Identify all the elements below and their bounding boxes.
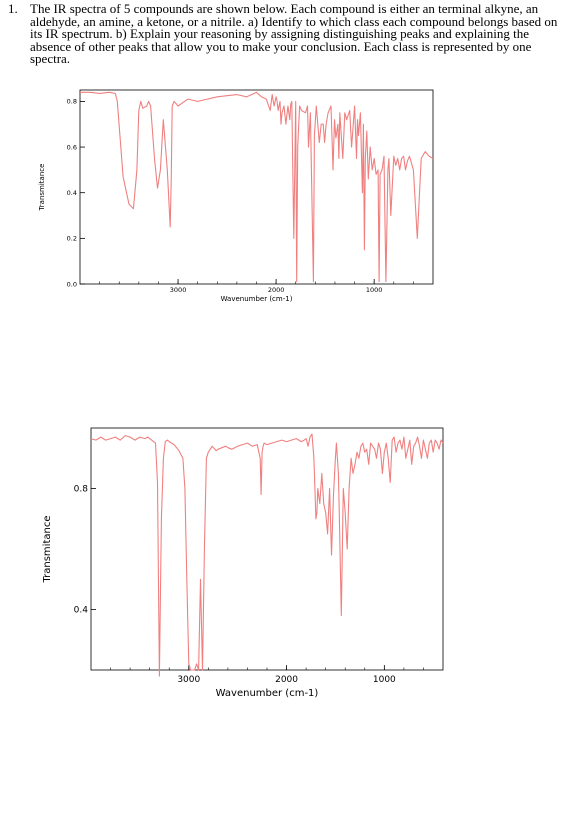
x-tick-label: 3000 [177, 675, 200, 685]
y-tick-label: 0.8 [67, 98, 77, 106]
y-axis-label: Transmitance [38, 164, 46, 212]
x-tick-label: 1000 [373, 675, 396, 685]
x-tick-label: 3000 [170, 286, 187, 294]
x-axis-label: Wavenumber (cm-1) [216, 688, 319, 699]
x-tick-label: 2000 [275, 675, 298, 685]
spectrum-line [80, 91, 434, 283]
y-axis-label: Transmitance [42, 516, 53, 584]
y-tick-label: 0.8 [74, 485, 89, 495]
y-tick-label: 0.0 [67, 280, 77, 288]
x-tick-label: 1000 [366, 286, 383, 294]
ir-spectrum-chart-1: 3000 2000 1000 0.0 0.2 0.4 0.6 0.8 Wavenumber (c… [38, 89, 434, 303]
ir-spectrum-chart-2: 3000 2000 1000 0.4 0.8 Wavenumber (cm-1) Trans… [42, 427, 444, 699]
y-tick-label: 0.6 [67, 143, 77, 151]
y-tick-label: 0.4 [74, 606, 89, 616]
x-axis-label: Wavenumber (cm-1) [221, 295, 293, 303]
question-body: The IR spectra of 5 compounds are shown … [30, 1, 558, 67]
y-tick-label: 0.2 [67, 235, 77, 243]
x-tick-label: 2000 [268, 286, 285, 294]
question-number: 1. [8, 1, 18, 16]
y-tick-label: 0.4 [67, 189, 77, 197]
spectrum-line [90, 433, 444, 677]
plot-frame [90, 427, 444, 671]
